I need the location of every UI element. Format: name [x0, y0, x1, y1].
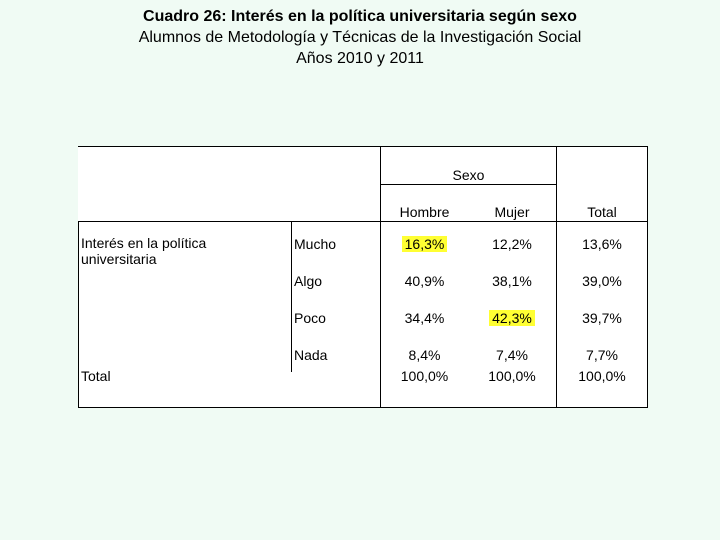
grid-line	[380, 147, 381, 407]
table-cell: 12,2%	[492, 236, 532, 252]
group-header-sexo: Sexo	[452, 167, 485, 183]
table-cell: 8,4%	[408, 347, 441, 363]
row-label-mucho: Mucho	[294, 236, 337, 252]
column-header-mujer: Mujer	[494, 204, 530, 220]
table-cell: 100,0%	[578, 368, 626, 384]
table-cell: 34,4%	[404, 310, 445, 326]
table-years: Años 2010 y 2011	[296, 50, 424, 67]
highlighted-value: 42,3%	[489, 310, 535, 326]
table-cell: 13,6%	[582, 236, 622, 252]
title-block: Cuadro 26: Interés en la política univer…	[0, 6, 720, 69]
highlighted-value: 16,3%	[401, 236, 448, 252]
grid-line	[78, 221, 648, 222]
table-cell: 42,3%	[468, 310, 556, 326]
table-subtitle: Alumnos de Metodología y Técnicas de la …	[138, 29, 582, 46]
row-variable-label: Interés en la política universitaria	[81, 235, 207, 267]
total-row-label: Total	[81, 368, 111, 384]
grid-line	[647, 147, 648, 407]
row-label-poco: Poco	[294, 310, 326, 326]
grid-line	[291, 221, 292, 372]
table-cell: 16,3%	[381, 236, 468, 252]
row-label-nada: Nada	[294, 347, 328, 363]
table-cell: 38,1%	[492, 273, 532, 289]
table-cell: 7,4%	[496, 347, 528, 363]
table-cell: 40,9%	[404, 273, 445, 289]
table-title: Cuadro 26: Interés en la política univer…	[143, 8, 577, 25]
column-header-total: Total	[587, 204, 617, 220]
table-cell: 39,0%	[582, 273, 622, 289]
table-cell: 100,0%	[400, 368, 449, 384]
grid-line	[381, 184, 556, 185]
grid-line	[556, 147, 557, 407]
grid-line	[78, 221, 79, 407]
table-cell: 39,7%	[582, 310, 622, 326]
crosstab-table: Sexo Hombre Mujer Total Interés en la po…	[78, 146, 648, 408]
table-cell: 7,7%	[586, 347, 618, 363]
table-cell: 100,0%	[488, 368, 536, 384]
row-label-algo: Algo	[294, 273, 323, 289]
column-header-hombre: Hombre	[399, 204, 450, 220]
